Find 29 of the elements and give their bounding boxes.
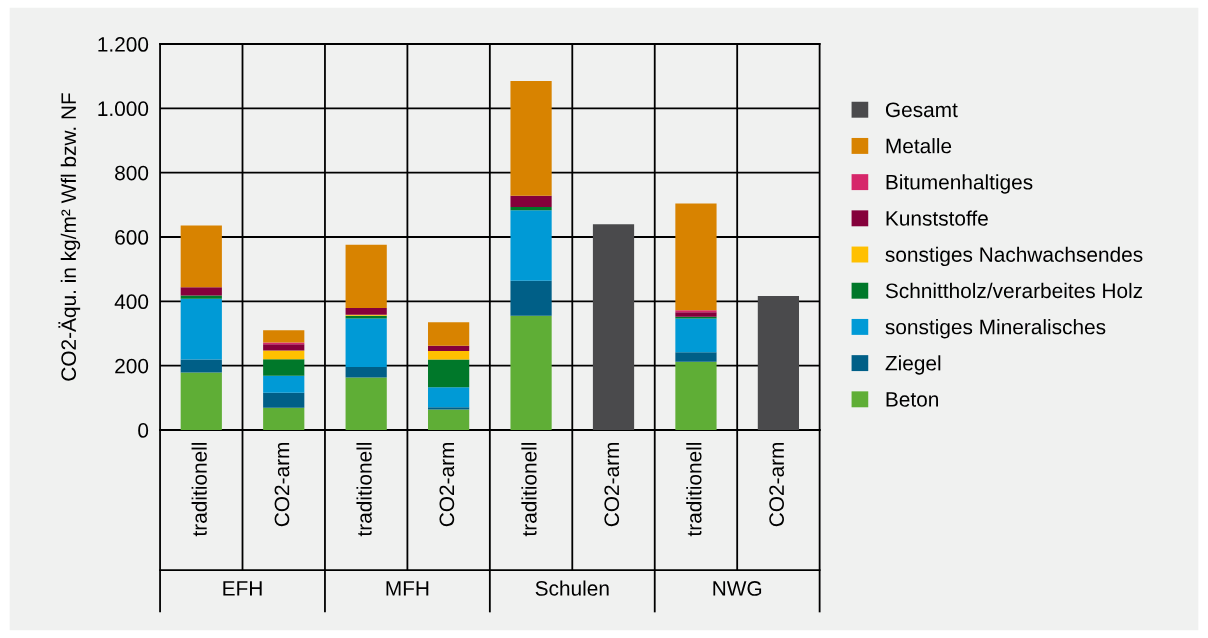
y-tick-label: 600 — [115, 230, 149, 245]
x-tick-label: CO2-arm — [439, 442, 455, 527]
legend-label: Bitumenhaltiges — [886, 174, 1033, 194]
legend-label: sonstiges Nachwachsendes — [885, 246, 1143, 267]
legend-label: Gesamt — [885, 102, 958, 118]
x-tick-label: traditionell — [191, 442, 207, 537]
text: NWG — [713, 581, 762, 596]
legend-label: Metalle — [886, 138, 952, 154]
legend-label: Kunststoffe — [886, 210, 988, 226]
legend-label: sonstiges Mineralisches — [885, 319, 1106, 339]
legend-label: Schnittholz/verarbeites Holz — [885, 282, 1143, 299]
x-tick-label: traditionell — [521, 442, 537, 537]
text: MFH — [386, 581, 429, 596]
x-tick-label: CO2-arm — [274, 442, 290, 527]
x-tick-label: CO2-arm — [769, 442, 784, 527]
text: Schulen — [535, 580, 609, 596]
y-tick-label: 400 — [114, 294, 149, 310]
x-tick-label: CO2-arm — [604, 442, 620, 527]
y-tick-label: 1.200 — [98, 37, 149, 52]
y-tick-label: 0 — [138, 423, 149, 438]
x-tick-label: traditionell — [686, 442, 702, 537]
legend-label: Beton — [886, 392, 938, 407]
y-axis-title: CO2-Äqu. in kg/m² Wfl bzw. NF — [58, 93, 81, 381]
legend-label: Ziegel — [885, 355, 941, 375]
y-tick-label: 800 — [115, 165, 149, 181]
x-tick-label: traditionell — [356, 442, 372, 537]
y-tick-label: 200 — [115, 358, 149, 374]
text: EFH — [223, 581, 262, 596]
y-tick-label: 1.000 — [98, 101, 149, 117]
